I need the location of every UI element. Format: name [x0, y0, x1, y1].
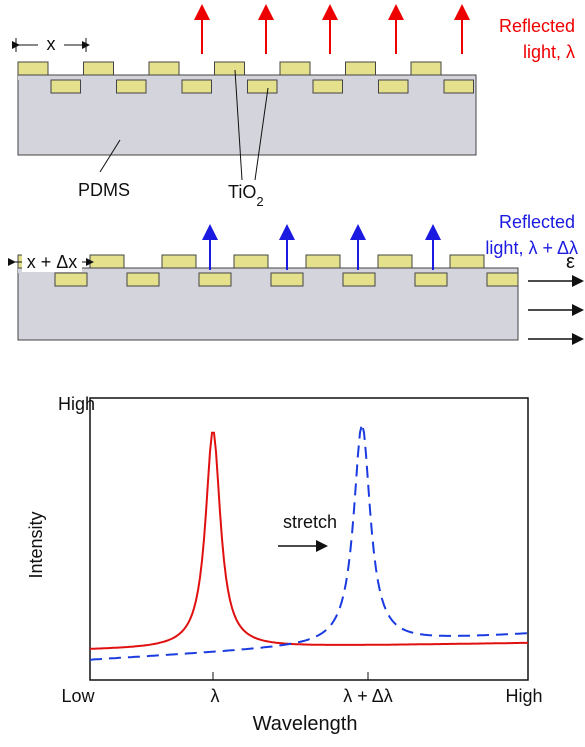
tio2-ridge — [449, 254, 485, 269]
ridge — [18, 75, 48, 80]
tio2-ridge — [233, 254, 269, 269]
period-label: x — [47, 34, 56, 54]
ridge — [214, 75, 245, 80]
leader — [99, 139, 121, 173]
tio2-ridge — [214, 61, 245, 76]
y-top-label: High — [58, 394, 95, 414]
leader — [234, 69, 243, 181]
reflected-label: Reflected — [499, 16, 575, 36]
ridge — [149, 75, 179, 80]
label-bg — [22, 250, 82, 272]
ridge — [83, 75, 114, 80]
tio2-ridge — [305, 254, 341, 269]
ridge — [280, 75, 310, 80]
spectrum-curve-stretched — [89, 423, 529, 661]
tio2-ridge — [161, 254, 197, 269]
tio2-ridge — [83, 61, 114, 76]
reflected-label: Reflected — [499, 212, 575, 232]
ridge — [234, 268, 268, 273]
ridge — [345, 75, 376, 80]
x-tick-label: λ — [211, 686, 220, 706]
tio2-ridge — [279, 61, 311, 76]
y-axis-label: Intensity — [26, 511, 46, 578]
label-bg — [38, 34, 64, 54]
strain-label: ε — [566, 251, 575, 273]
stretched-grating — [17, 254, 519, 341]
plot-frame — [89, 397, 529, 681]
coating-label: TiO2 — [228, 182, 264, 209]
tio2-ridge — [345, 61, 376, 76]
tio2-groove — [54, 272, 88, 287]
tio2-groove — [247, 79, 278, 94]
tio2-groove — [198, 272, 232, 287]
ridge — [378, 268, 412, 273]
ridge — [90, 268, 124, 273]
x-axis-label: Wavelength — [253, 713, 358, 735]
tio2-ridge — [377, 254, 413, 269]
ridge — [162, 268, 196, 273]
leader — [254, 87, 269, 181]
x-tick-label: λ + Δλ — [343, 686, 393, 706]
reflected-label: light, λ + Δλ — [485, 238, 578, 258]
tio2-groove — [378, 79, 409, 94]
tio2-groove — [486, 272, 519, 287]
tio2-groove — [443, 79, 474, 94]
tio2-groove — [116, 79, 147, 94]
reflected-label: light, λ — [523, 42, 575, 62]
tio2-groove — [312, 79, 343, 94]
tio2-groove — [414, 272, 448, 287]
tio2-groove — [50, 79, 81, 94]
ridge — [450, 268, 484, 273]
tio2-groove — [270, 272, 304, 287]
coating-subscript: 2 — [256, 194, 263, 209]
x-left-label: Low — [61, 686, 95, 706]
x-right-label: High — [505, 686, 542, 706]
ridge — [306, 268, 340, 273]
tio2-ridge — [89, 254, 125, 269]
tio2-ridge — [148, 61, 180, 76]
tio2-groove — [181, 79, 212, 94]
annotation: stretch — [283, 512, 337, 532]
tio2-ridge — [17, 61, 49, 76]
ridge — [411, 75, 441, 80]
coating-base: TiO — [228, 182, 256, 202]
tio2-groove — [126, 272, 160, 287]
tio2-groove — [342, 272, 376, 287]
substrate-label: PDMS — [78, 180, 130, 200]
tio2-ridge — [410, 61, 442, 76]
period-label: x + Δx — [27, 252, 78, 272]
top-grating — [17, 61, 477, 156]
spectrum-curve — [90, 431, 529, 650]
